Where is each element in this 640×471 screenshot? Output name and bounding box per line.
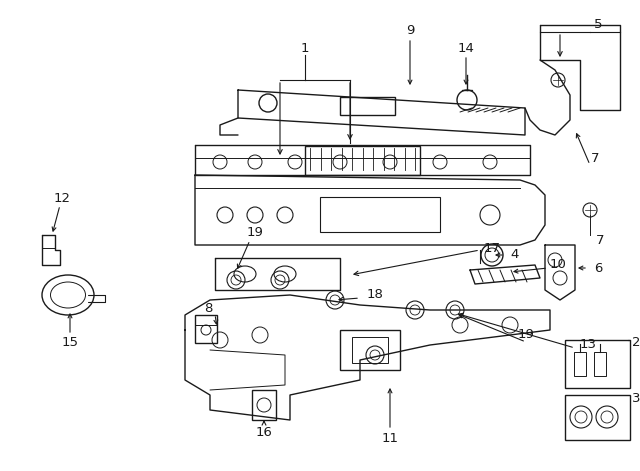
Bar: [352, 337, 388, 363]
Bar: [565, 395, 630, 440]
Bar: [252, 390, 276, 420]
Bar: [340, 330, 400, 370]
Text: 3: 3: [632, 391, 640, 405]
Text: 17: 17: [483, 242, 500, 254]
Text: 7: 7: [596, 234, 604, 246]
Text: 4: 4: [511, 249, 519, 261]
Text: 15: 15: [61, 335, 79, 349]
Bar: [565, 340, 630, 388]
Text: 16: 16: [255, 425, 273, 439]
Text: 18: 18: [367, 287, 383, 300]
Bar: [320, 197, 440, 232]
Bar: [340, 97, 395, 115]
Text: 9: 9: [406, 24, 414, 36]
Text: 19: 19: [518, 328, 534, 341]
Text: 14: 14: [458, 41, 474, 55]
Text: 1: 1: [301, 41, 309, 55]
Bar: [195, 315, 217, 343]
Text: 13: 13: [579, 338, 596, 350]
Text: 5: 5: [594, 17, 602, 31]
Bar: [305, 146, 420, 175]
Text: 2: 2: [632, 335, 640, 349]
Circle shape: [457, 90, 477, 110]
Text: 7: 7: [591, 152, 599, 164]
Text: 11: 11: [381, 431, 399, 445]
Bar: [574, 352, 586, 376]
Text: 19: 19: [246, 226, 264, 238]
Text: 12: 12: [54, 192, 70, 204]
Text: 8: 8: [204, 301, 212, 315]
Bar: [594, 352, 606, 376]
Text: 6: 6: [594, 261, 602, 275]
Text: 10: 10: [550, 259, 566, 271]
